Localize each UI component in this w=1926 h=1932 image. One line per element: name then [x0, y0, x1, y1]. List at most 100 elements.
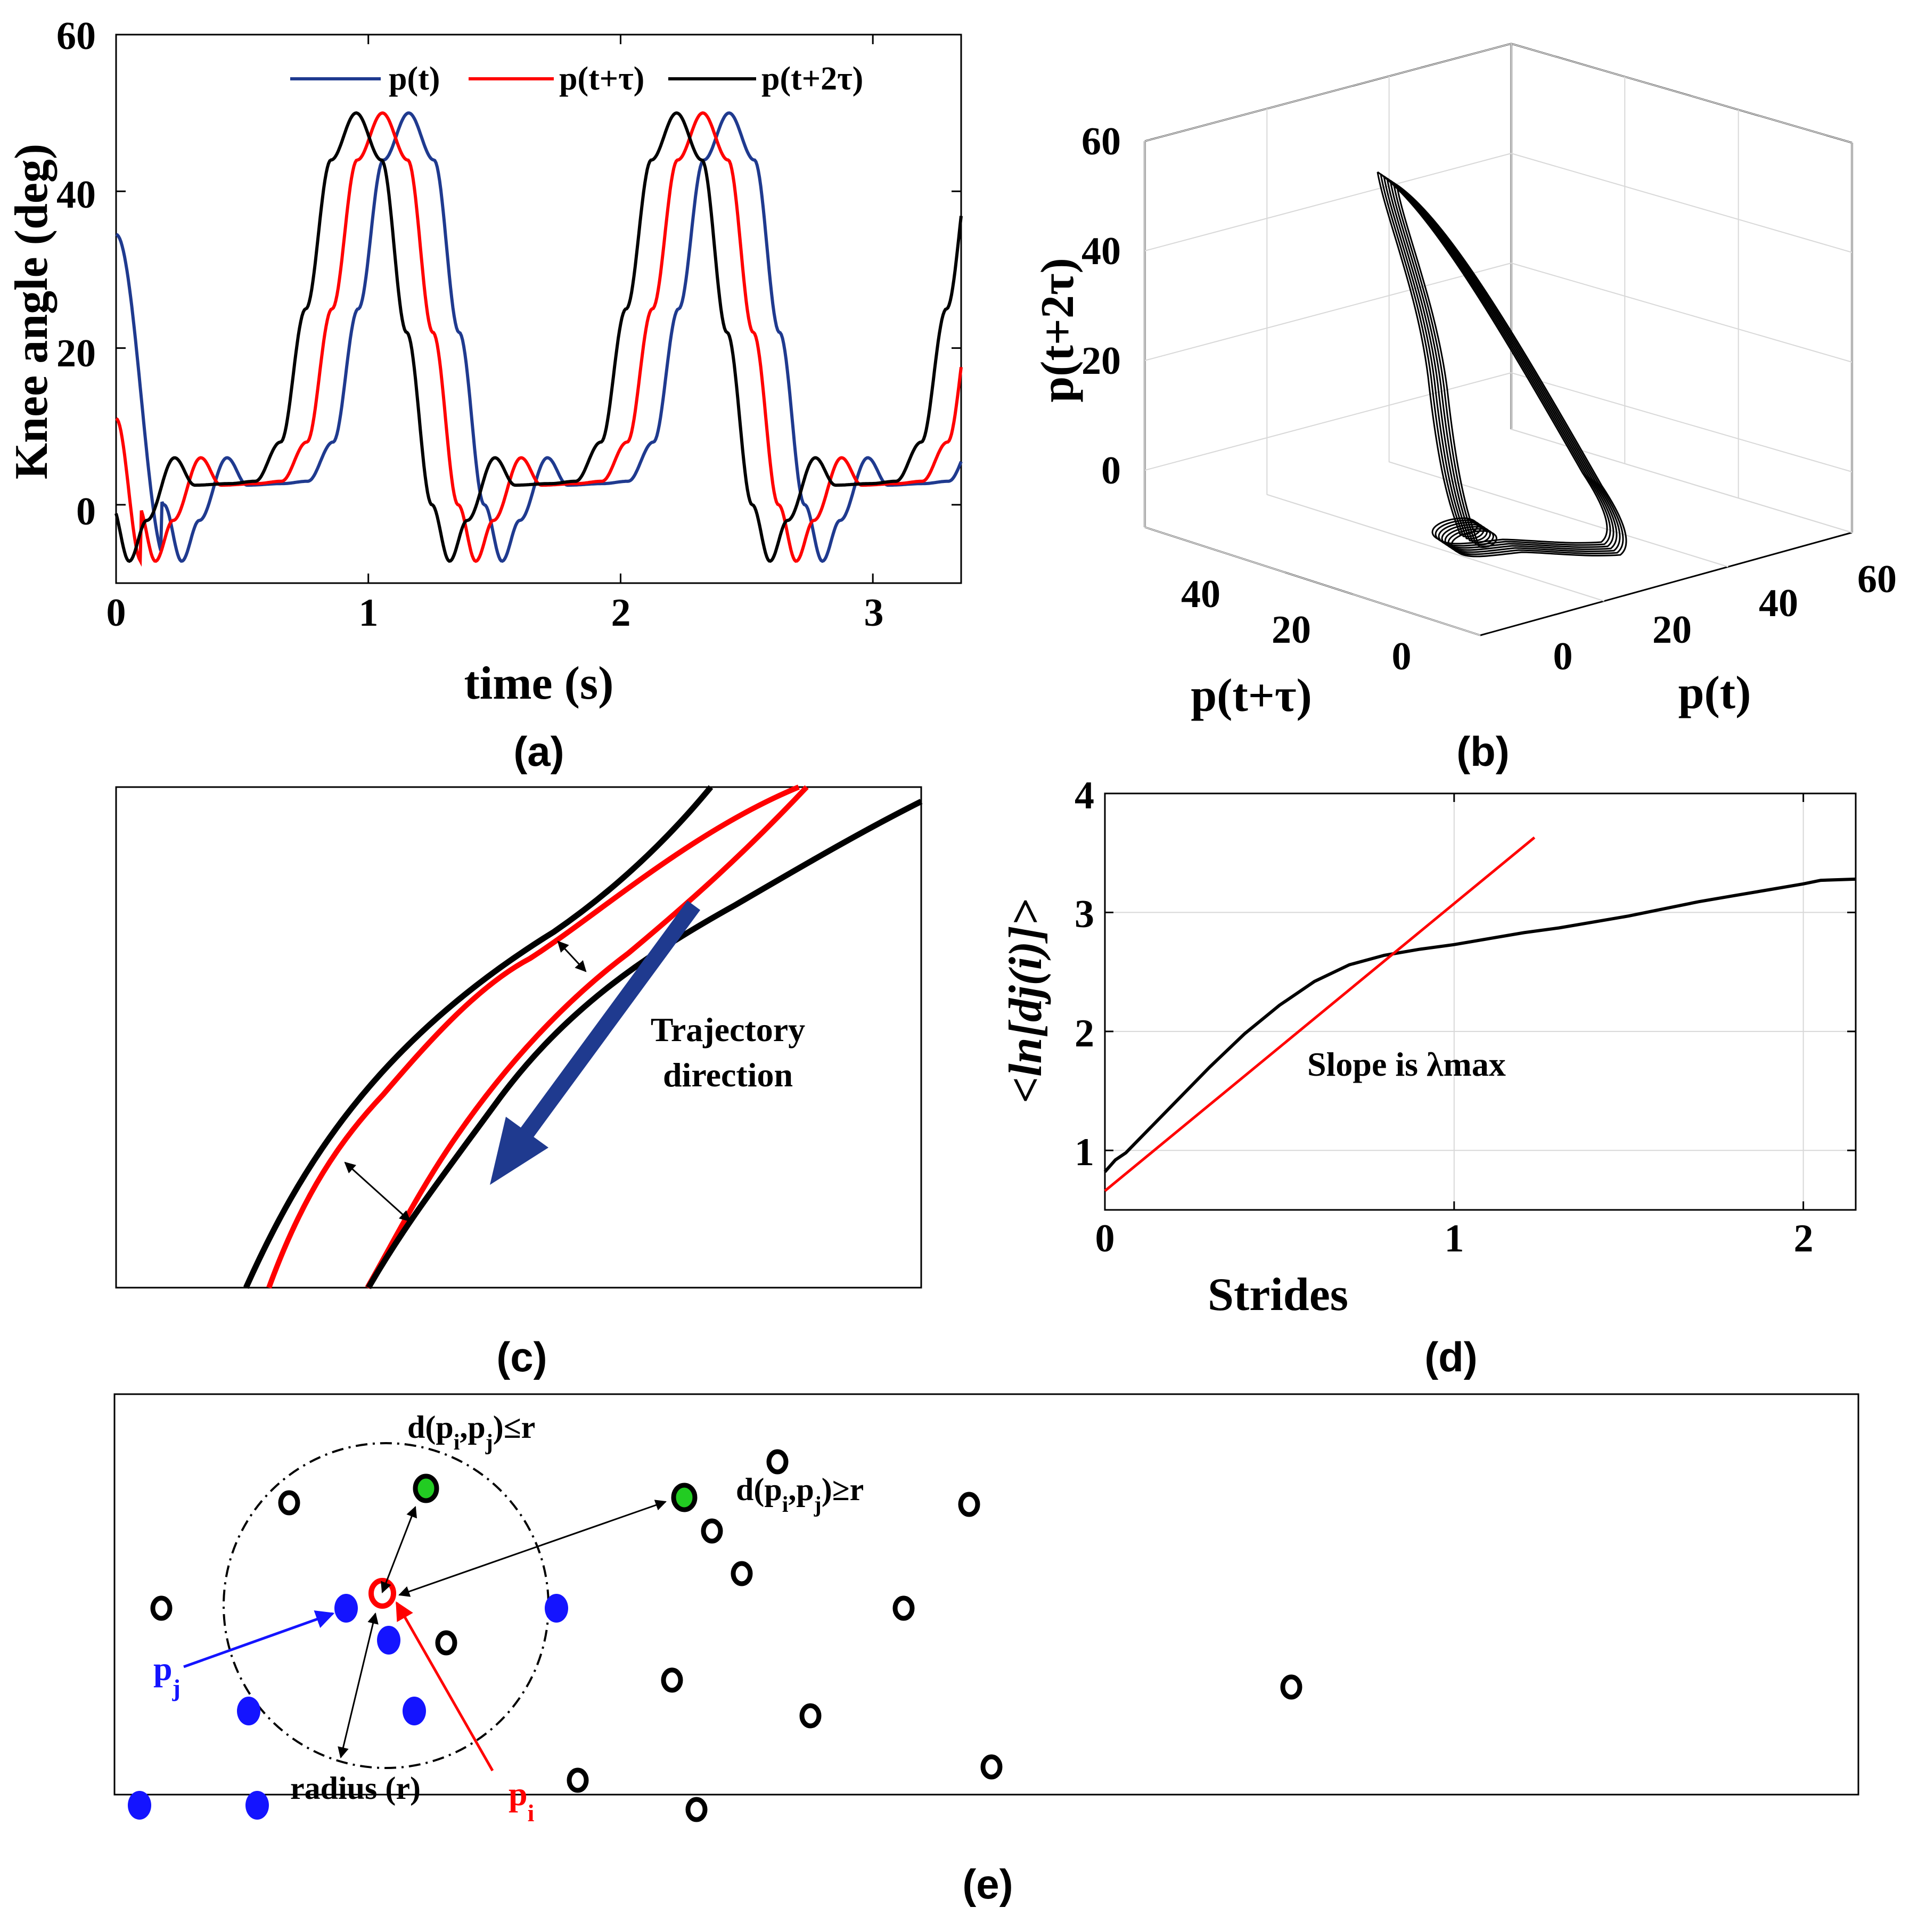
panel-d-axes-box	[1104, 792, 1857, 1211]
panel-b-ztick-0: 0	[1101, 449, 1121, 493]
panel-b-ylabel: p(t+τ)	[1191, 670, 1312, 722]
panel-a-label: (a)	[513, 728, 564, 775]
open-point	[980, 1754, 1003, 1780]
panel-b-gridline	[1511, 429, 1853, 533]
reference-point-pi	[368, 1578, 396, 1609]
legend-label-p-t-2tau: p(t+2τ)	[761, 61, 863, 97]
panel-d-ytick-4: 4	[1075, 774, 1094, 817]
panel-a-series-2	[114, 111, 963, 563]
linear-fit-line	[1104, 836, 1536, 1192]
green-point	[671, 1483, 698, 1512]
panel-a-ylabel: Knee angle (deg)	[6, 144, 58, 480]
trajectory-direction-label-line1: Trajectory	[651, 1011, 805, 1049]
neighbor-point	[403, 1697, 426, 1725]
panel-d-lines	[1103, 836, 1856, 1192]
open-point	[278, 1490, 300, 1516]
panel-a-series-0	[115, 111, 963, 563]
panel-b-xtick-40: 40	[1759, 582, 1798, 625]
separation-arrow-top	[557, 940, 587, 972]
open-point	[799, 1703, 822, 1729]
open-point	[766, 1449, 789, 1475]
panel-c-label: (c)	[496, 1333, 547, 1380]
panel-b-xtick-0: 0	[1553, 635, 1573, 678]
green-point	[413, 1473, 439, 1503]
panel-b-ytick-0: 0	[1392, 635, 1412, 678]
open-point	[685, 1797, 708, 1822]
trajectory-red-outer	[266, 784, 800, 1289]
arrow-pi-label	[395, 1601, 494, 1772]
trajectory-direction-arrowhead	[490, 1117, 548, 1185]
arrow-radius	[338, 1612, 379, 1759]
panel-b-zlabel: p(t+2τ)	[1032, 258, 1084, 403]
panel-a-ytick-20: 20	[56, 332, 96, 375]
separation-arrow-bottom	[344, 1161, 411, 1222]
open-point	[150, 1595, 173, 1621]
panel-d-xtick-1: 1	[1445, 1217, 1464, 1260]
panel-c-schematic: Trajectory direction (c)	[115, 784, 923, 1380]
panel-b-trajectory-loop	[1376, 171, 1608, 545]
trajectory-black-upper	[243, 785, 714, 1289]
panel-b-ztick-20: 20	[1081, 339, 1121, 383]
panel-b-trajectory-loop	[1386, 177, 1618, 551]
panel-b-xlabel: p(t)	[1678, 667, 1751, 719]
neighbor-point	[237, 1697, 260, 1725]
label-radius: radius (r)	[290, 1771, 421, 1806]
neighbor-point	[545, 1594, 568, 1623]
panel-e-box	[113, 1393, 1859, 1796]
panel-b-trajectory-loop	[1396, 184, 1627, 558]
panel-a-xtick-1: 1	[359, 591, 379, 635]
panel-a-chart: 60 40 20 0 0 1 2 3 time (s) Knee angle (…	[6, 14, 963, 775]
panel-d-xtick-0: 0	[1095, 1217, 1115, 1260]
panel-b-trajectory-loop	[1380, 173, 1611, 547]
panel-a-series-1	[115, 111, 963, 567]
panel-b-gridline	[1267, 494, 1604, 602]
slope-label: Slope is λmax	[1307, 1045, 1506, 1083]
label-pj: pj	[153, 1650, 181, 1701]
panel-b-xtick-60: 60	[1857, 558, 1897, 601]
panel-b-ytick-20: 20	[1272, 608, 1311, 652]
open-point	[567, 1767, 589, 1793]
trajectory-black-lower	[366, 799, 923, 1289]
panel-d-ytick-3: 3	[1075, 893, 1094, 936]
panel-b-trajectory-loop	[1389, 179, 1621, 553]
neighbor-point	[128, 1791, 151, 1820]
neighbor-point	[245, 1791, 269, 1820]
panel-d-grid	[1105, 792, 1856, 1210]
panel-b-gridline	[1144, 263, 1512, 361]
panel-a-ytick-40: 40	[56, 173, 96, 217]
panel-d-ytick-2: 2	[1075, 1012, 1094, 1055]
trajectory-red-inner	[365, 785, 809, 1289]
open-point	[701, 1518, 723, 1544]
panel-a-ytick-60: 60	[56, 14, 96, 58]
open-point	[661, 1667, 683, 1693]
arrow-pj-label	[183, 1610, 335, 1668]
panel-b-gridline	[1144, 43, 1512, 142]
panel-b-xtick-20: 20	[1652, 608, 1692, 652]
panel-c-box	[115, 786, 922, 1289]
panel-a-xtick-0: 0	[106, 591, 126, 635]
label-distance-ge: d(pi,pj)≥r	[736, 1472, 864, 1517]
open-point	[435, 1630, 457, 1656]
panel-a-axes-box	[115, 34, 962, 584]
arrow-pi-to-green-near	[381, 1506, 417, 1593]
panel-b-gridline	[1144, 153, 1512, 251]
panel-b-3d-chart: 60 40 20 0 40 20 0 0 20 40 60 p(t) p(t+τ…	[1032, 43, 1897, 775]
open-point	[892, 1595, 915, 1621]
panel-a-ytick-0: 0	[76, 490, 96, 534]
panel-b-gridline	[1511, 263, 1853, 363]
open-point	[958, 1492, 980, 1517]
label-distance-le: d(pi,pj)≤r	[407, 1410, 535, 1455]
panel-b-gridline	[1389, 461, 1728, 568]
open-point	[1280, 1674, 1302, 1700]
panel-b-gridline	[1144, 372, 1512, 471]
panel-b-gridline	[1511, 153, 1853, 253]
panel-b-gridline	[1144, 527, 1481, 636]
panel-d-ytick-1: 1	[1075, 1131, 1094, 1174]
trajectory-direction-arrow-shaft	[515, 900, 701, 1144]
panel-d-xtick-2: 2	[1794, 1217, 1814, 1260]
panel-a-xtick-2: 2	[611, 591, 631, 635]
panel-e-schematic: pj pi radius (r) d(pi,pj)≤r d(pi,pj)≥r (…	[113, 1393, 1859, 1908]
panel-b-label: (b)	[1456, 728, 1510, 775]
panel-b-grid	[1144, 43, 1853, 636]
